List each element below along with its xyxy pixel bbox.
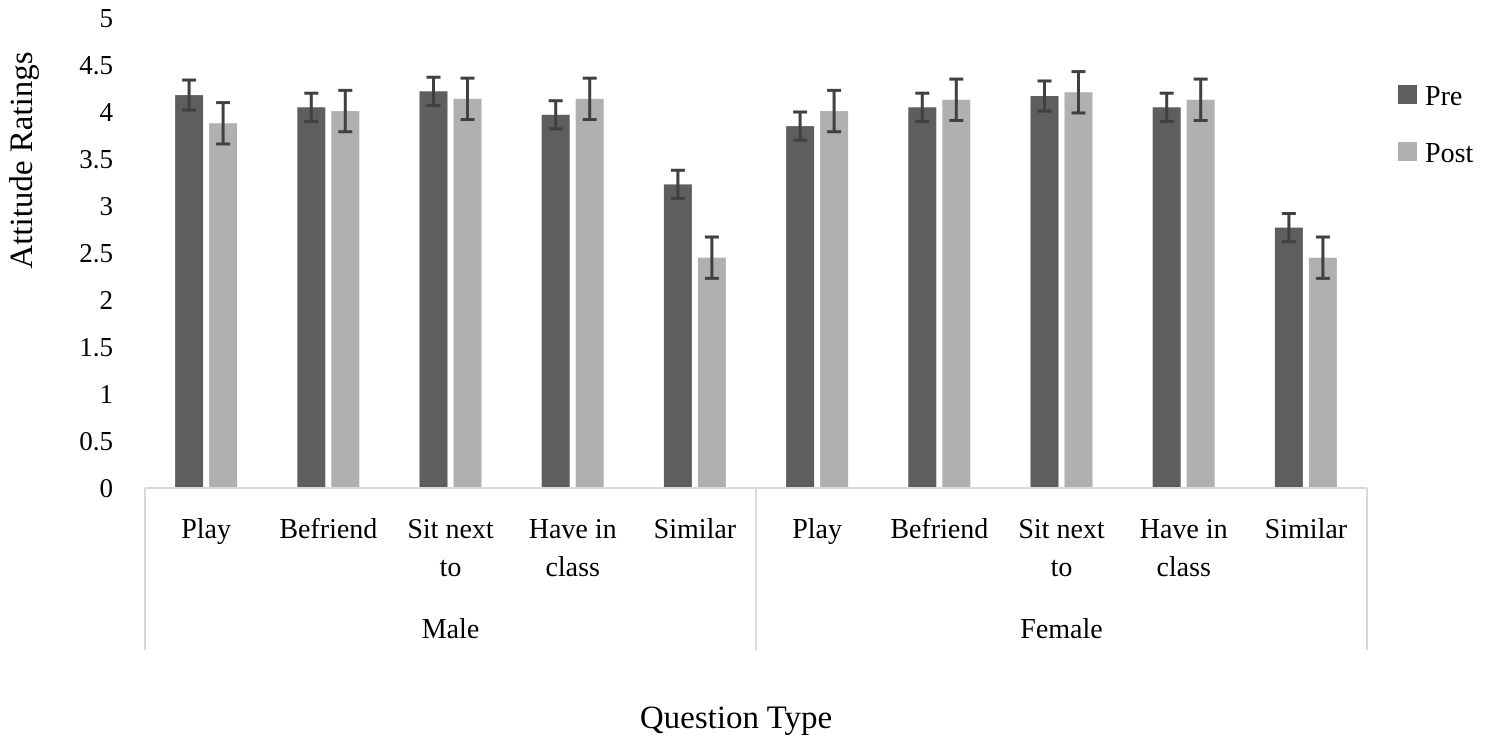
category-label: Have in [529, 514, 617, 545]
bar-pre-9 [1152, 107, 1181, 489]
bar-pre-7 [908, 107, 937, 489]
bar-pre-1 [175, 95, 204, 488]
category-label: Similar [654, 514, 737, 545]
y-tick-label: 2 [100, 285, 114, 315]
category-label: Similar [1265, 514, 1348, 545]
y-tick-label: 4 [100, 97, 114, 127]
bar-pre-4 [541, 114, 570, 488]
x-axis-title: Question Type [640, 700, 832, 736]
error-bars [182, 70, 1330, 280]
y-tick-label: 0 [100, 473, 114, 503]
bars [175, 91, 1337, 489]
y-tick-label: 1 [100, 379, 114, 409]
legend-label-post: Post [1425, 138, 1473, 169]
category-label: Befriend [890, 514, 988, 545]
bar-pre-5 [663, 184, 692, 488]
group-label-male: Male [422, 614, 480, 645]
category-label: Sit next [407, 514, 494, 545]
y-tick-label: 1.5 [79, 332, 113, 362]
bar-post-7 [942, 99, 971, 488]
bar-post-6 [820, 111, 849, 488]
group-label-female: Female [1020, 614, 1102, 645]
category-label: Befriend [279, 514, 377, 545]
category-label: Play [181, 514, 231, 545]
bar-pre-10 [1274, 227, 1303, 488]
bar-pre-2 [297, 107, 326, 489]
legend-label-pre: Pre [1425, 81, 1462, 112]
y-axis-title: Attitude Ratings [4, 51, 40, 268]
legend-swatch-post [1398, 142, 1417, 161]
bar-post-4 [575, 98, 604, 488]
category-label: class [1156, 552, 1210, 583]
bar-post-8 [1064, 92, 1093, 488]
y-tick-label: 4.5 [79, 50, 113, 80]
y-axis-ticks: 0 0.5 1 1.5 2 2.5 3 3.5 4 4.5 5 [79, 3, 113, 503]
y-tick-label: 5 [100, 3, 114, 33]
category-label: Sit next [1018, 514, 1105, 545]
legend: Pre Post [1398, 81, 1473, 169]
category-label: to [440, 552, 462, 583]
category-label: Have in [1140, 514, 1228, 545]
bar-post-9 [1186, 99, 1215, 488]
y-tick-label: 2.5 [79, 238, 113, 268]
bar-post-5 [697, 257, 726, 488]
y-tick-label: 3.5 [79, 144, 113, 174]
bar-pre-8 [1030, 96, 1059, 489]
category-label: to [1051, 552, 1073, 583]
legend-swatch-pre [1398, 85, 1417, 104]
bar-post-3 [453, 98, 482, 488]
x-axis: Play Befriend Sit next to Have in class Simila… [144, 487, 1368, 650]
y-tick-label: 3 [100, 191, 114, 221]
category-label: Play [792, 514, 842, 545]
bar-post-2 [331, 111, 360, 488]
bar-pre-3 [419, 91, 448, 488]
category-label: class [545, 552, 599, 583]
bar-post-1 [209, 123, 238, 488]
bar-post-10 [1308, 257, 1337, 488]
y-tick-label: 0.5 [79, 426, 113, 456]
bar-pre-6 [786, 126, 815, 488]
